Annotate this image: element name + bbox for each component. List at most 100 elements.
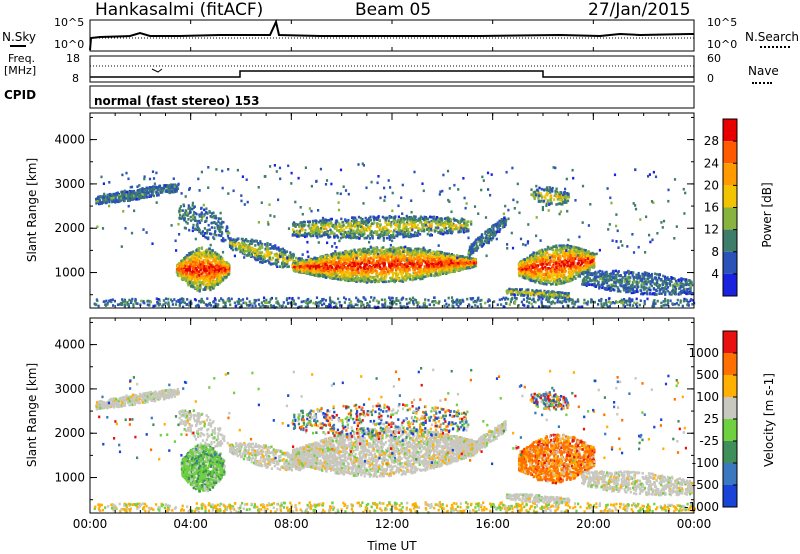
- data-cell: [372, 266, 375, 269]
- data-cell: [202, 279, 205, 283]
- data-cell: [369, 275, 372, 279]
- data-cell: [362, 226, 365, 229]
- data-cell: [175, 270, 179, 274]
- data-cell: [220, 220, 223, 224]
- data-cell: [224, 270, 227, 274]
- data-cell: [414, 232, 417, 236]
- data-cell: [370, 269, 373, 272]
- data-cell: [115, 192, 118, 195]
- data-cell: [206, 279, 209, 282]
- data-cell: [406, 262, 409, 265]
- data-cell: [409, 278, 412, 281]
- data-cell: [204, 285, 208, 289]
- data-cell: [400, 252, 403, 255]
- data-cell: [274, 262, 277, 265]
- data-cell: [380, 246, 383, 250]
- data-cell: [191, 226, 195, 229]
- data-cell: [129, 194, 132, 198]
- data-cell: [216, 277, 219, 280]
- data-cell: [409, 227, 412, 230]
- data-cell: [250, 242, 253, 245]
- data-cell: [402, 256, 405, 259]
- data-cell: [268, 257, 271, 260]
- data-cell: [179, 217, 182, 220]
- data-cell: [187, 218, 190, 221]
- data-cell: [278, 265, 281, 268]
- data-cell: [394, 223, 397, 227]
- data-cell: [377, 249, 380, 252]
- data-cell: [439, 273, 442, 276]
- data-cell: [219, 266, 222, 270]
- data-cell: [234, 245, 237, 248]
- data-cell: [249, 248, 253, 252]
- data-cell: [301, 265, 304, 269]
- data-cell: [189, 263, 193, 266]
- data-cell: [338, 257, 341, 260]
- data-cell: [412, 264, 415, 267]
- data-cell: [290, 258, 294, 261]
- data-cell: [430, 265, 434, 269]
- data-cell: [162, 186, 166, 190]
- data-cell: [176, 264, 179, 268]
- data-cell: [218, 229, 221, 232]
- data-cell: [296, 262, 299, 266]
- data-cell: [181, 267, 184, 270]
- data-cell: [210, 269, 213, 272]
- data-cell: [322, 220, 325, 224]
- data-cell: [423, 269, 426, 272]
- data-cell: [356, 259, 359, 262]
- data-cell: [276, 265, 279, 268]
- data-cell: [208, 286, 211, 289]
- data-cell: [403, 268, 406, 272]
- data-cell: [392, 246, 395, 249]
- data-cell: [194, 211, 197, 215]
- data-cell: [441, 254, 444, 258]
- data-cell: [424, 275, 427, 278]
- data-cell: [402, 233, 405, 237]
- data-cell: [330, 260, 333, 264]
- data-cell: [200, 253, 203, 256]
- data-cell: [189, 265, 192, 268]
- data-cell: [389, 276, 392, 280]
- data-cell: [185, 254, 188, 257]
- data-cell: [256, 252, 259, 256]
- data-cell: [395, 248, 398, 251]
- data-cell: [427, 249, 430, 252]
- data-cell: [384, 251, 387, 255]
- data-cell: [226, 234, 230, 238]
- data-cell: [164, 184, 167, 187]
- data-cell: [460, 255, 463, 258]
- data-cell: [298, 269, 301, 272]
- data-cell: [429, 259, 432, 262]
- data-cell: [251, 251, 255, 254]
- data-cell: [200, 255, 203, 258]
- data-cell: [204, 269, 207, 273]
- data-cell: [447, 262, 451, 266]
- data-cell: [329, 232, 333, 235]
- data-cell: [215, 265, 218, 269]
- data-cell: [189, 210, 192, 214]
- data-cell: [402, 270, 405, 274]
- data-cell: [250, 252, 253, 256]
- data-cell: [441, 260, 444, 264]
- data-cell: [244, 239, 247, 242]
- data-cell: [468, 262, 471, 265]
- data-cell: [413, 251, 416, 255]
- data-cell: [199, 256, 202, 260]
- data-cell: [298, 261, 302, 265]
- data-cell: [439, 267, 442, 271]
- data-cell: [387, 272, 390, 276]
- data-cell: [458, 268, 461, 271]
- data-cell: [396, 259, 400, 263]
- data-cell: [406, 265, 409, 269]
- data-cell: [311, 258, 314, 261]
- data-cell: [402, 275, 405, 279]
- data-cell: [259, 247, 262, 251]
- data-cell: [107, 196, 110, 199]
- data-cell: [383, 277, 386, 280]
- data-cell: [333, 268, 336, 272]
- data-cell: [204, 232, 207, 235]
- data-cell: [191, 269, 194, 273]
- data-cell: [371, 275, 374, 279]
- data-cell: [334, 272, 337, 276]
